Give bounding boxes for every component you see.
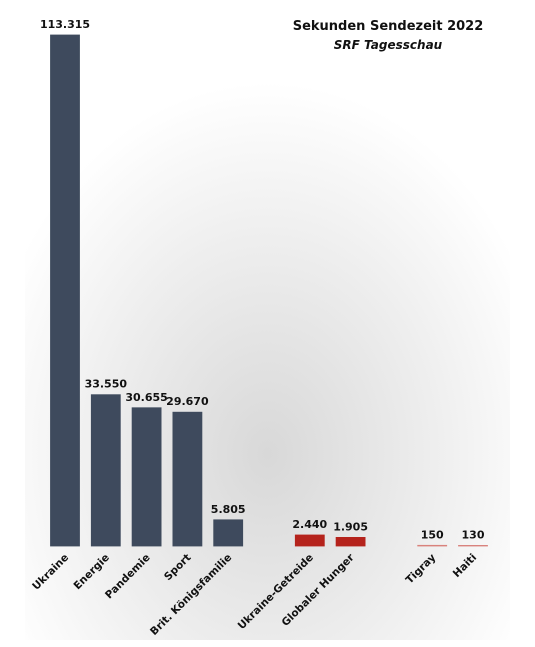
bar [131, 407, 162, 547]
value-label: 113.315 [40, 18, 90, 31]
value-label: 130 [462, 528, 485, 541]
value-label: 1.905 [333, 520, 368, 533]
value-label: 29.670 [166, 395, 209, 408]
background [25, 20, 510, 640]
bar [172, 411, 203, 547]
bar [213, 519, 244, 547]
bar [90, 394, 121, 547]
chart-subtitle: SRF Tagesschau [334, 38, 443, 52]
bar [50, 34, 80, 547]
bar [294, 534, 325, 547]
chart-title: Sekunden Sendezeit 2022 [293, 19, 484, 34]
bar [335, 537, 366, 547]
bar [417, 544, 448, 547]
value-label: 33.550 [85, 378, 128, 391]
value-label: 2.440 [292, 518, 327, 531]
value-label: 30.655 [125, 391, 167, 404]
value-label: 5.805 [211, 503, 246, 516]
value-label: 150 [421, 528, 444, 541]
bar [458, 545, 488, 547]
